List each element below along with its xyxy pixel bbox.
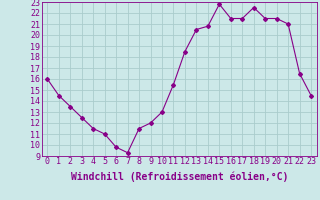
X-axis label: Windchill (Refroidissement éolien,°C): Windchill (Refroidissement éolien,°C) [70, 172, 288, 182]
